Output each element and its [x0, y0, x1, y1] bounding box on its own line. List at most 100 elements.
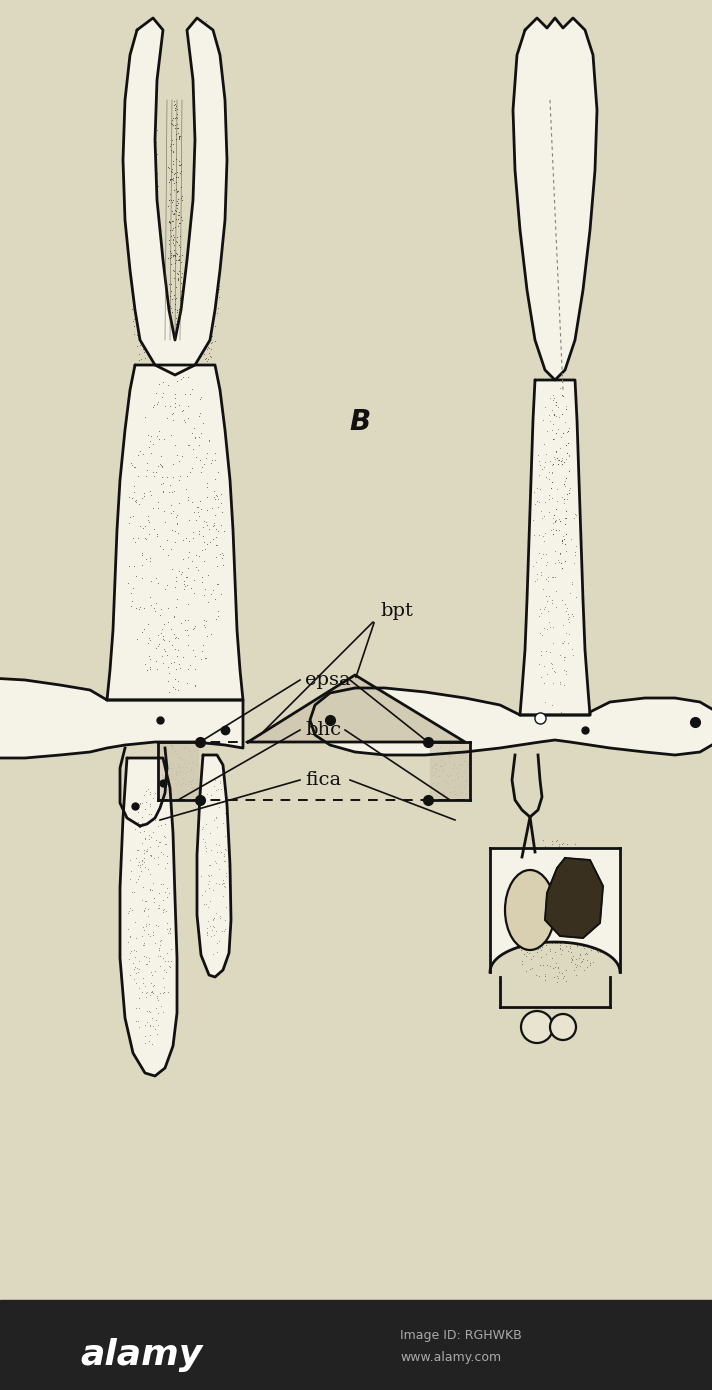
Point — [160, 766, 172, 788]
Point — [162, 917, 173, 940]
Point — [151, 1023, 162, 1045]
Point — [560, 663, 572, 685]
Point — [550, 933, 561, 955]
Text: fica: fica — [305, 771, 341, 790]
Point — [128, 958, 140, 980]
Point — [547, 849, 558, 872]
Point — [170, 566, 182, 588]
Point — [196, 115, 207, 138]
Point — [132, 33, 143, 56]
Point — [159, 813, 170, 835]
Point — [592, 941, 604, 963]
Point — [566, 570, 577, 592]
Point — [529, 847, 540, 869]
Point — [577, 863, 588, 885]
Point — [173, 299, 184, 321]
Point — [163, 189, 174, 211]
Point — [171, 117, 182, 139]
Point — [541, 543, 553, 566]
Point — [152, 624, 164, 646]
Point — [533, 938, 544, 960]
Point — [520, 938, 532, 960]
Point — [559, 594, 570, 616]
Point — [543, 885, 555, 908]
Point — [562, 431, 574, 453]
Point — [159, 826, 170, 848]
Point — [130, 38, 142, 60]
Point — [539, 396, 550, 418]
Point — [129, 261, 140, 284]
Point — [216, 492, 227, 514]
Point — [546, 455, 557, 477]
Point — [525, 913, 537, 935]
Point — [213, 873, 224, 895]
Point — [140, 76, 152, 99]
Point — [187, 619, 199, 641]
Point — [208, 225, 219, 247]
Point — [157, 947, 169, 969]
Point — [211, 941, 223, 963]
Point — [182, 737, 194, 759]
Point — [582, 942, 593, 965]
Point — [184, 509, 195, 531]
Point — [128, 481, 140, 503]
Point — [581, 949, 592, 972]
Point — [209, 32, 220, 54]
Point — [145, 484, 157, 506]
Point — [127, 286, 139, 309]
Point — [539, 671, 550, 694]
Point — [600, 891, 611, 913]
Point — [572, 309, 583, 331]
Point — [556, 530, 567, 552]
Point — [130, 299, 141, 321]
Point — [460, 769, 471, 791]
Point — [163, 770, 174, 792]
Point — [157, 773, 168, 795]
Point — [547, 898, 558, 920]
Point — [145, 121, 157, 143]
Point — [213, 249, 224, 271]
Point — [195, 265, 206, 288]
Point — [211, 249, 222, 271]
Point — [164, 211, 176, 234]
Point — [142, 452, 153, 474]
Point — [138, 851, 150, 873]
Point — [199, 247, 211, 270]
Point — [540, 54, 552, 76]
Point — [513, 912, 525, 934]
Point — [183, 546, 194, 569]
Point — [169, 252, 181, 274]
Point — [191, 215, 202, 238]
Point — [506, 929, 518, 951]
Point — [587, 951, 598, 973]
Point — [145, 235, 157, 257]
Point — [174, 163, 186, 185]
Point — [136, 99, 147, 121]
Point — [555, 933, 566, 955]
Point — [134, 342, 145, 364]
Point — [510, 892, 521, 915]
Point — [158, 976, 169, 998]
Point — [131, 132, 142, 154]
Point — [171, 310, 182, 332]
Point — [527, 851, 538, 873]
Point — [140, 890, 152, 912]
Point — [137, 972, 148, 994]
Point — [139, 516, 150, 538]
Point — [131, 324, 142, 346]
Point — [156, 455, 167, 477]
Point — [533, 491, 545, 513]
Point — [125, 270, 137, 292]
Point — [538, 543, 549, 566]
Point — [129, 475, 140, 498]
Point — [182, 752, 194, 774]
Point — [134, 182, 145, 204]
Point — [132, 320, 143, 342]
Point — [595, 874, 607, 897]
Point — [528, 888, 539, 910]
Point — [560, 933, 571, 955]
Point — [220, 826, 231, 848]
Point — [168, 163, 179, 185]
Point — [525, 929, 537, 951]
Point — [199, 609, 210, 631]
